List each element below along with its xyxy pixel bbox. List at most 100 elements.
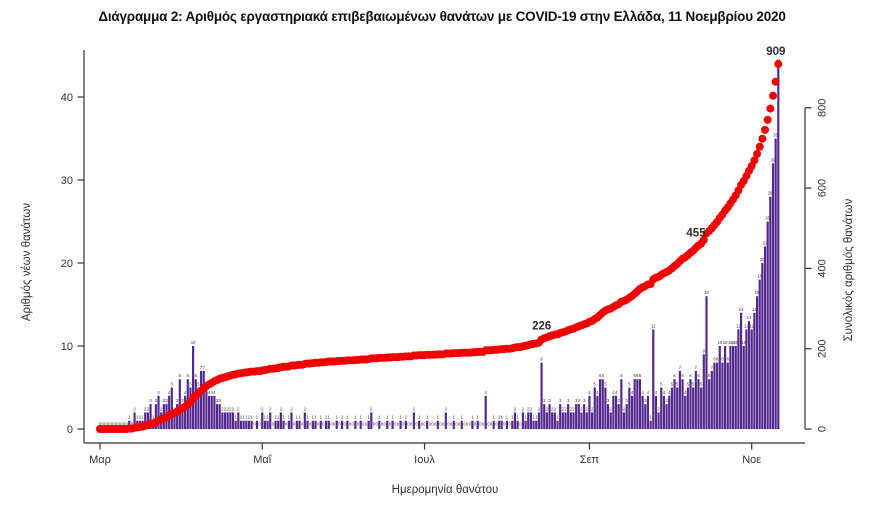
bar-value-label: 6	[689, 373, 692, 378]
bar-value-label: 6	[195, 373, 198, 378]
x-tick-label: Ιουλ	[414, 454, 435, 466]
daily-deaths-bar	[609, 412, 612, 429]
daily-deaths-bar	[245, 420, 248, 429]
bar-value-label: 2	[229, 406, 232, 411]
bar-value-label: 1	[532, 415, 535, 420]
bar-value-label: 0	[482, 422, 485, 427]
daily-deaths-bar	[710, 370, 713, 429]
bar-value-label: 1	[139, 415, 142, 420]
doubling-annotation-label: 455	[686, 228, 706, 240]
bar-value-label: 8	[713, 357, 716, 362]
daily-deaths-bar	[537, 412, 540, 429]
daily-deaths-bar	[702, 354, 705, 429]
bar-value-label: 0	[352, 422, 355, 427]
bar-value-label: 0	[410, 422, 413, 427]
bar-value-label: 0	[429, 422, 432, 427]
daily-deaths-bar	[176, 404, 179, 429]
bar-value-label: 2	[562, 406, 565, 411]
bar-value-label: 1	[378, 415, 381, 420]
bar-value-label: 4	[631, 390, 634, 395]
bar-value-label: 6	[639, 373, 642, 378]
bar-value-label: 2	[147, 406, 150, 411]
daily-deaths-bar	[452, 420, 455, 429]
bar-value-label: 0	[415, 422, 418, 427]
bar-value-label: 2	[269, 406, 272, 411]
cumulative-dot	[750, 156, 759, 165]
daily-deaths-bar	[553, 412, 556, 429]
bar-value-label: 1	[298, 415, 301, 420]
daily-deaths-bar	[197, 387, 200, 429]
bar-value-label: 2	[304, 406, 307, 411]
bar-value-label: 1	[312, 415, 315, 420]
daily-deaths-bar	[652, 329, 655, 429]
bar-value-label: 0	[402, 422, 405, 427]
daily-deaths-bar	[606, 404, 610, 429]
bar-value-label: 1	[471, 415, 474, 420]
daily-deaths-bar	[239, 420, 243, 429]
daily-deaths-bar	[178, 379, 181, 429]
daily-deaths-bar	[724, 346, 727, 429]
bar-value-label: 6	[599, 373, 602, 378]
bar-value-label: 5	[628, 382, 631, 387]
daily-deaths-bar	[755, 296, 759, 429]
bar-value-label: 0	[490, 422, 493, 427]
bar-value-label: 2	[227, 406, 230, 411]
bar-value-label: 10	[723, 340, 728, 345]
bar-value-label: 0	[330, 422, 333, 427]
y-left-tick-label: 10	[61, 341, 73, 353]
bar-value-label: 4	[641, 390, 644, 395]
x-tick-label: Μαΐ	[253, 454, 272, 466]
daily-deaths-bar	[250, 420, 253, 429]
bar-value-label: 2	[522, 406, 525, 411]
bar-value-label: 1	[426, 415, 429, 420]
daily-deaths-bar	[561, 412, 564, 429]
y-right-tick-label: 200	[817, 340, 829, 358]
y-axis-right-title: Συνολικός αριθμός θανάτων	[843, 198, 855, 341]
bar-value-label: 1	[136, 415, 139, 420]
bar-value-label: 1	[461, 415, 464, 420]
bar-value-label: 0	[455, 422, 458, 427]
bar-value-label: 0	[104, 422, 107, 427]
bar-value-label: 1	[341, 415, 344, 420]
bar-value-label: 5	[687, 382, 690, 387]
bar-value-label: 3	[618, 398, 621, 403]
bar-value-label: 7	[200, 365, 203, 370]
bar-value-label: 1	[242, 415, 245, 420]
bar-value-label: 3	[543, 398, 546, 403]
bar-value-label: 0	[309, 422, 312, 427]
daily-deaths-bar	[668, 395, 671, 429]
x-tick-label: Σεπ	[580, 454, 600, 466]
bar-value-label: 6	[708, 373, 711, 378]
daily-deaths-bar	[192, 346, 195, 429]
bar-value-label: 1	[274, 415, 277, 420]
bar-value-label: 1	[256, 415, 259, 420]
daily-deaths-bar	[133, 412, 136, 429]
cumulative-dot	[755, 142, 764, 151]
bar-value-label: 0	[495, 422, 498, 427]
bar-value-label: 4	[663, 390, 666, 395]
bar-value-label: 10	[728, 340, 733, 345]
daily-deaths-bar	[678, 370, 681, 429]
daily-deaths-bar	[255, 420, 259, 429]
bar-value-label: 2	[514, 406, 517, 411]
bar-value-label: 1	[437, 415, 440, 420]
bar-value-label: 1	[506, 415, 509, 420]
bar-value-label: 8	[727, 357, 730, 362]
bar-value-label: 0	[508, 422, 511, 427]
bar-value-label: 1	[282, 415, 285, 420]
daily-deaths-bar	[622, 412, 626, 429]
bar-value-label: 1	[524, 415, 527, 420]
daily-deaths-bar	[591, 412, 594, 429]
bar-value-label: 0	[394, 422, 397, 427]
daily-deaths-bar	[290, 412, 293, 429]
bar-value-label: 10	[191, 340, 196, 345]
bar-value-label: 1	[498, 415, 501, 420]
daily-deaths-bar	[314, 420, 317, 429]
daily-deaths-bar	[763, 246, 767, 429]
bar-value-label: 28	[768, 191, 773, 196]
bar-value-label: 25	[765, 216, 770, 221]
bar-value-label: 2	[586, 406, 589, 411]
bar-value-label: 1	[453, 415, 456, 420]
daily-deaths-bar	[340, 420, 344, 429]
